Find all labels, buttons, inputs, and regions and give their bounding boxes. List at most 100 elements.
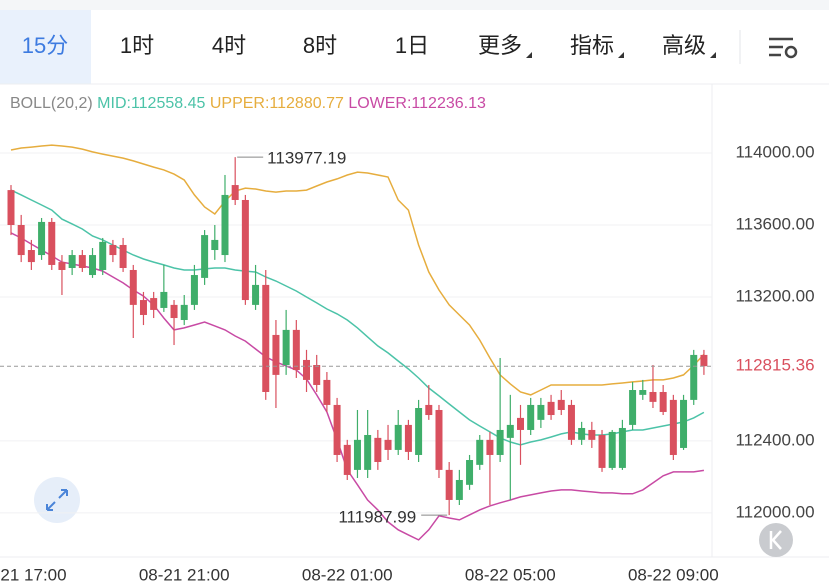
candle-body (170, 304, 178, 319)
candle-body (139, 300, 147, 315)
candle-body (476, 439, 484, 465)
x-tick-label: 08-22 09:00 (628, 565, 719, 584)
candle-body (58, 262, 66, 270)
min-label: 111987.99 (338, 508, 416, 527)
candle-body (537, 404, 545, 420)
max-label: 113977.19 (267, 149, 346, 168)
candle-body (272, 334, 280, 375)
candle-body (690, 354, 698, 400)
candle-body (160, 291, 168, 308)
candle-body (557, 399, 565, 410)
y-tick-label: 112400.00 (735, 430, 814, 449)
candle-body (506, 424, 514, 438)
y-tick-label: 113200.00 (735, 286, 814, 305)
candle-body (486, 439, 494, 455)
y-tick-label: 113600.00 (735, 214, 814, 233)
candle-body (78, 255, 86, 269)
boll-line (10, 232, 705, 541)
candle-body (435, 409, 443, 470)
zoom-button[interactable] (34, 477, 80, 523)
tab[interactable]: 4时 (212, 33, 246, 58)
candle-body (323, 379, 331, 405)
candle-body (27, 250, 35, 263)
dropdown-arrow (526, 52, 532, 58)
candle-body (180, 304, 188, 321)
tab[interactable]: 更多 (478, 33, 522, 58)
legend: BOLL(20,2) MID:112558.45 UPPER:112880.77… (10, 95, 486, 112)
candle-body (415, 408, 423, 455)
candle-body (404, 424, 412, 452)
candle-body (262, 284, 270, 392)
settings-icon[interactable] (769, 37, 798, 59)
candle-body (252, 284, 260, 305)
candle-body (221, 194, 229, 256)
candle-body (588, 429, 596, 440)
candle-body (517, 417, 524, 430)
candle-body (598, 434, 606, 468)
candle-body (425, 404, 433, 416)
candle-body (99, 241, 107, 270)
candle-body (669, 399, 677, 455)
boll-line (10, 189, 705, 446)
candle-body (394, 424, 402, 450)
candle-body (639, 390, 647, 395)
candle-body (303, 359, 311, 380)
x-tick-label: 08-22 05:00 (465, 565, 556, 584)
dropdown-arrow (618, 52, 624, 58)
candle-body (649, 391, 657, 402)
legend-entry: MID:112558.45 (97, 95, 205, 112)
x-tick-label: 08-22 01:00 (302, 565, 393, 584)
x-tick-label: 08-21 17:00 (0, 565, 67, 584)
candle-body (190, 275, 198, 305)
candle-body (48, 221, 56, 265)
candle-body (496, 429, 504, 455)
x-tick-label: 08-21 21:00 (139, 565, 230, 584)
tab[interactable]: 8时 (303, 33, 337, 58)
tab[interactable]: 指标 (570, 33, 614, 58)
tab[interactable]: 1时 (120, 33, 154, 58)
tab[interactable]: 高级 (662, 33, 706, 58)
logo-button[interactable] (759, 523, 793, 557)
candle-body (618, 427, 626, 468)
candle-body (374, 437, 382, 462)
last-price-label: 112815.36 (735, 356, 814, 375)
candle-body (466, 460, 474, 485)
candle-body (659, 391, 667, 412)
candle-body (7, 190, 15, 225)
indicator-label: BOLL(20,2) (10, 95, 93, 112)
legend-entry: LOWER:112236.13 (348, 95, 486, 112)
candle-body (211, 239, 219, 251)
candle-body (241, 199, 249, 301)
candle-body (445, 469, 453, 500)
candle-body (547, 401, 555, 416)
legend-entry: UPPER:112880.77 (210, 95, 344, 112)
last-price-bg (718, 354, 824, 379)
candle-body (38, 221, 46, 256)
candle-body (353, 439, 361, 470)
candle-body (567, 404, 575, 440)
candle-body (608, 431, 616, 468)
candle-body (333, 404, 341, 455)
tab[interactable]: 1日 (395, 33, 429, 58)
candle-body (129, 269, 137, 305)
tab[interactable]: 15分 (22, 33, 68, 58)
candle-body (578, 427, 586, 440)
candle-body (68, 255, 76, 269)
y-tick-label: 112000.00 (735, 502, 814, 521)
selected-tab-bg (0, 10, 91, 84)
boll-line (10, 144, 705, 396)
candle-body (700, 354, 708, 367)
candle-body (119, 244, 127, 269)
dropdown-arrow (710, 52, 716, 58)
candle-body (364, 434, 372, 470)
candle-body (680, 399, 688, 448)
top-strip (0, 0, 829, 10)
candle-body (89, 255, 97, 276)
candle-body (17, 224, 25, 256)
tab-bar (0, 10, 829, 84)
candle-body (384, 439, 392, 450)
candle-body (455, 479, 463, 500)
candle-body (629, 390, 637, 425)
